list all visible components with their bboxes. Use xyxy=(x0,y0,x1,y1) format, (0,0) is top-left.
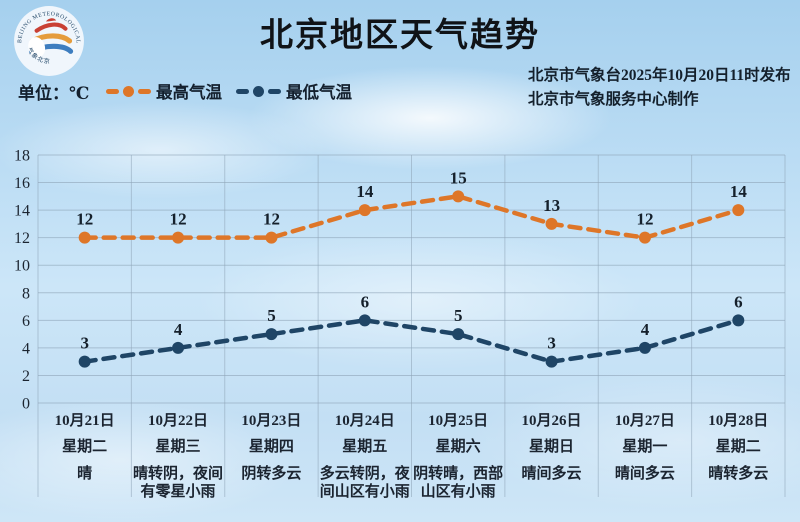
data-point xyxy=(732,314,745,327)
legend-label-min-temp: 最低气温 xyxy=(286,83,352,102)
y-tick-label: 16 xyxy=(14,175,30,192)
data-point xyxy=(78,355,91,368)
x-label-weather: 山区有小雨 xyxy=(421,482,496,500)
data-point xyxy=(358,314,371,327)
x-label-date: 10月26日 xyxy=(522,412,582,429)
max-temp-line-icon xyxy=(106,85,151,97)
x-label-weather: 晴间多云 xyxy=(522,464,582,482)
x-label-date: 10月21日 xyxy=(55,412,115,429)
x-label-date: 10月27日 xyxy=(615,412,675,429)
min-temp-series-line xyxy=(82,318,741,364)
data-point xyxy=(265,328,278,341)
y-tick-label: 10 xyxy=(14,258,30,275)
x-label-date: 10月22日 xyxy=(148,412,208,429)
x-label-weekday: 星期六 xyxy=(436,437,481,455)
y-tick-label: 12 xyxy=(14,230,30,247)
x-label-date: 10月28日 xyxy=(708,412,768,429)
page-title: 北京地区天气趋势 xyxy=(260,18,540,54)
value-label: 12 xyxy=(76,210,93,229)
min-temp-line-icon xyxy=(236,85,281,97)
y-tick-label: 2 xyxy=(22,368,30,385)
data-point xyxy=(358,204,371,217)
x-label-weather: 有零星小雨 xyxy=(141,482,216,500)
x-label-weather: 阴转晴，西部 xyxy=(413,464,503,482)
data-point xyxy=(732,204,745,217)
logo-circle xyxy=(14,6,84,76)
y-tick-label: 14 xyxy=(14,203,30,220)
y-tick-label: 18 xyxy=(14,148,30,165)
logo-cloud-shape xyxy=(28,37,46,58)
y-tick-label: 6 xyxy=(22,313,30,330)
x-label-weather: 间山区有小雨 xyxy=(320,482,410,500)
unit-label: 单位：℃ xyxy=(18,84,90,103)
data-point xyxy=(172,231,185,244)
value-label: 14 xyxy=(356,182,374,201)
value-label: 4 xyxy=(641,320,650,339)
value-label: 12 xyxy=(636,210,653,229)
logo-bird-shape xyxy=(45,18,57,22)
data-point xyxy=(638,341,651,354)
value-label: 6 xyxy=(734,292,743,311)
value-label: 6 xyxy=(361,292,370,311)
value-label: 12 xyxy=(170,210,187,229)
legend-item-min-temp: 最低气温 xyxy=(236,79,352,103)
data-point xyxy=(78,231,91,244)
x-label-date: 10月25日 xyxy=(428,412,488,429)
x-label-date: 10月23日 xyxy=(241,412,301,429)
x-label-weekday: 星期三 xyxy=(156,437,201,455)
value-label: 14 xyxy=(730,182,748,201)
data-point xyxy=(638,231,651,244)
data-point xyxy=(545,355,558,368)
publisher-info: 北京市气象台2025年10月20日11时发布 北京市气象服务中心制作 xyxy=(528,64,791,112)
x-label-date: 10月24日 xyxy=(335,412,395,429)
value-label: 4 xyxy=(174,320,183,339)
y-tick-label: 4 xyxy=(22,340,30,357)
data-point xyxy=(265,231,278,244)
max-temp-series-line xyxy=(82,194,741,240)
value-label: 5 xyxy=(267,306,276,325)
data-point xyxy=(172,341,185,354)
value-label: 3 xyxy=(80,334,89,353)
legend-label-max-temp: 最高气温 xyxy=(156,83,222,102)
value-label: 3 xyxy=(547,334,556,353)
x-label-weekday: 星期二 xyxy=(62,437,107,455)
beijing-meteorological-service-logo: BEIJING METEOROLOGICAL SERVICE 气象北京 xyxy=(12,4,84,76)
x-label-weekday: 星期二 xyxy=(716,437,761,455)
publisher-line1: 北京市气象台2025年10月20日11时发布 xyxy=(528,67,791,84)
value-label: 15 xyxy=(450,168,467,187)
data-point xyxy=(545,217,558,230)
data-point xyxy=(452,328,465,341)
value-label: 12 xyxy=(263,210,280,229)
legend: 最高气温 最低气温 xyxy=(106,79,352,103)
y-tick-label: 8 xyxy=(22,285,30,302)
x-label-weather: 晴转多云 xyxy=(708,464,768,482)
x-label-weather: 晴间多云 xyxy=(615,464,675,482)
y-tick-label: 0 xyxy=(22,396,30,413)
data-point xyxy=(452,190,465,203)
x-label-weekday: 星期一 xyxy=(622,437,667,455)
x-label-weather: 晴转阴，夜间 xyxy=(133,464,223,482)
x-label-weekday: 星期日 xyxy=(529,437,574,455)
x-label-weekday: 星期四 xyxy=(249,437,294,455)
publisher-line2: 北京市气象服务中心制作 xyxy=(528,91,699,109)
x-label-weather: 多云转阴，夜 xyxy=(320,464,411,482)
logo-red-stripe xyxy=(34,22,68,33)
legend-item-max-temp: 最高气温 xyxy=(106,79,222,103)
x-label-weather: 阴转多云 xyxy=(241,464,301,482)
value-label: 5 xyxy=(454,306,463,325)
value-label: 13 xyxy=(543,196,560,215)
x-label-weather: 晴 xyxy=(77,464,92,482)
x-label-weekday: 星期五 xyxy=(342,437,387,455)
